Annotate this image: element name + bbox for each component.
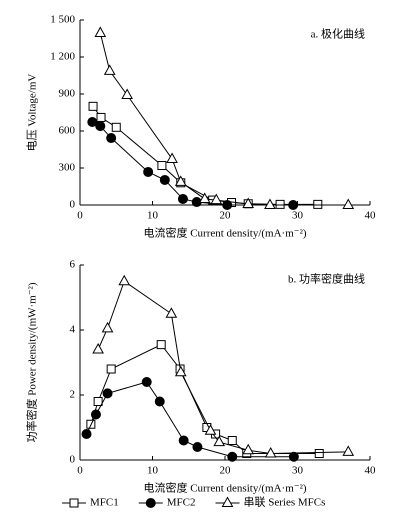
y-tick-label: 1 200 xyxy=(50,51,75,63)
marker-square xyxy=(96,112,106,122)
marker-circle xyxy=(81,429,92,439)
series-line xyxy=(92,106,318,205)
marker-triangle xyxy=(204,424,217,435)
marker-circle xyxy=(192,442,203,452)
y-tick-label: 900 xyxy=(59,88,76,100)
x-tick-label: 10 xyxy=(147,210,159,222)
marker-triangle xyxy=(92,342,104,354)
marker-circle xyxy=(178,435,189,446)
y-tick-label: 0 xyxy=(70,454,76,466)
legend-label: MFC2 xyxy=(167,497,196,509)
legend-marker xyxy=(221,496,234,507)
marker-square xyxy=(227,436,237,445)
marker-triangle xyxy=(242,197,255,209)
marker-square xyxy=(275,199,285,209)
y-tick-label: 6 xyxy=(70,259,76,271)
marker-triangle xyxy=(118,274,131,286)
legend-marker xyxy=(145,498,156,508)
marker-circle xyxy=(90,409,101,420)
marker-triangle xyxy=(121,88,133,99)
series-line xyxy=(99,32,349,206)
y-tick-label: 1 500 xyxy=(50,14,75,26)
marker-circle xyxy=(227,451,238,462)
marker-triangle xyxy=(101,321,114,333)
x-tick-label: 10 xyxy=(147,465,159,477)
marker-circle xyxy=(143,166,154,177)
marker-square xyxy=(157,161,167,171)
legend-label: MFC1 xyxy=(90,497,119,509)
marker-circle xyxy=(102,388,113,399)
series-line xyxy=(97,280,349,455)
marker-triangle xyxy=(174,365,187,377)
marker-circle xyxy=(154,396,165,407)
marker-circle xyxy=(87,116,98,127)
marker-triangle xyxy=(210,193,223,205)
marker-square xyxy=(88,101,98,111)
marker-triangle xyxy=(342,198,355,209)
annotation: b. 功率密度曲线 xyxy=(288,272,365,286)
marker-triangle xyxy=(198,192,211,203)
y-tick-label: 4 xyxy=(70,324,76,336)
marker-triangle xyxy=(94,26,107,37)
x-tick-label: 0 xyxy=(77,465,83,477)
y-tick-label: 300 xyxy=(59,162,76,174)
y-tick-label: 600 xyxy=(59,125,76,137)
marker-triangle xyxy=(174,175,187,186)
series-line xyxy=(86,381,294,458)
marker-circle xyxy=(177,193,188,204)
marker-circle xyxy=(159,174,170,185)
marker-triangle xyxy=(213,435,226,447)
marker-triangle xyxy=(342,445,355,456)
x-tick-label: 0 xyxy=(77,210,83,222)
annotation: a. 极化曲线 xyxy=(311,27,365,41)
marker-circle xyxy=(141,377,152,387)
x-axis-label: 电流密度 Current density/(mA·m⁻²) xyxy=(143,226,306,240)
marker-triangle xyxy=(166,152,178,163)
x-tick-label: 40 xyxy=(365,210,377,222)
marker-square xyxy=(106,364,116,374)
marker-circle xyxy=(106,133,117,144)
marker-circle xyxy=(288,451,299,462)
marker-square xyxy=(111,122,121,132)
marker-triangle xyxy=(165,307,178,318)
marker-triangle xyxy=(103,64,116,75)
series-line xyxy=(92,121,294,206)
marker-triangle xyxy=(242,443,255,455)
marker-triangle xyxy=(264,446,277,458)
marker-square xyxy=(313,199,323,209)
legend-label: 串联 Series MFCs xyxy=(244,496,326,509)
x-tick-label: 20 xyxy=(220,210,232,222)
y-tick-label: 0 xyxy=(70,199,76,211)
marker-square xyxy=(314,449,324,458)
x-axis-label: 电流密度 Current density/(mA·m⁻²) xyxy=(143,481,306,495)
x-tick-label: 30 xyxy=(292,210,304,222)
marker-square xyxy=(156,340,166,350)
marker-square xyxy=(93,397,103,406)
y-axis-label: 功率密度 Power density/(mW·m⁻²) xyxy=(25,282,39,442)
x-tick-label: 40 xyxy=(365,465,377,477)
y-axis-label: 电压 Voltage/mV xyxy=(26,74,39,152)
marker-triangle xyxy=(264,198,276,209)
marker-circle xyxy=(95,121,106,132)
legend-marker xyxy=(69,498,79,508)
x-tick-label: 20 xyxy=(220,465,232,477)
series-line xyxy=(90,343,320,454)
y-tick-label: 2 xyxy=(70,389,76,401)
marker-circle xyxy=(222,200,233,210)
x-tick-label: 30 xyxy=(292,465,304,477)
